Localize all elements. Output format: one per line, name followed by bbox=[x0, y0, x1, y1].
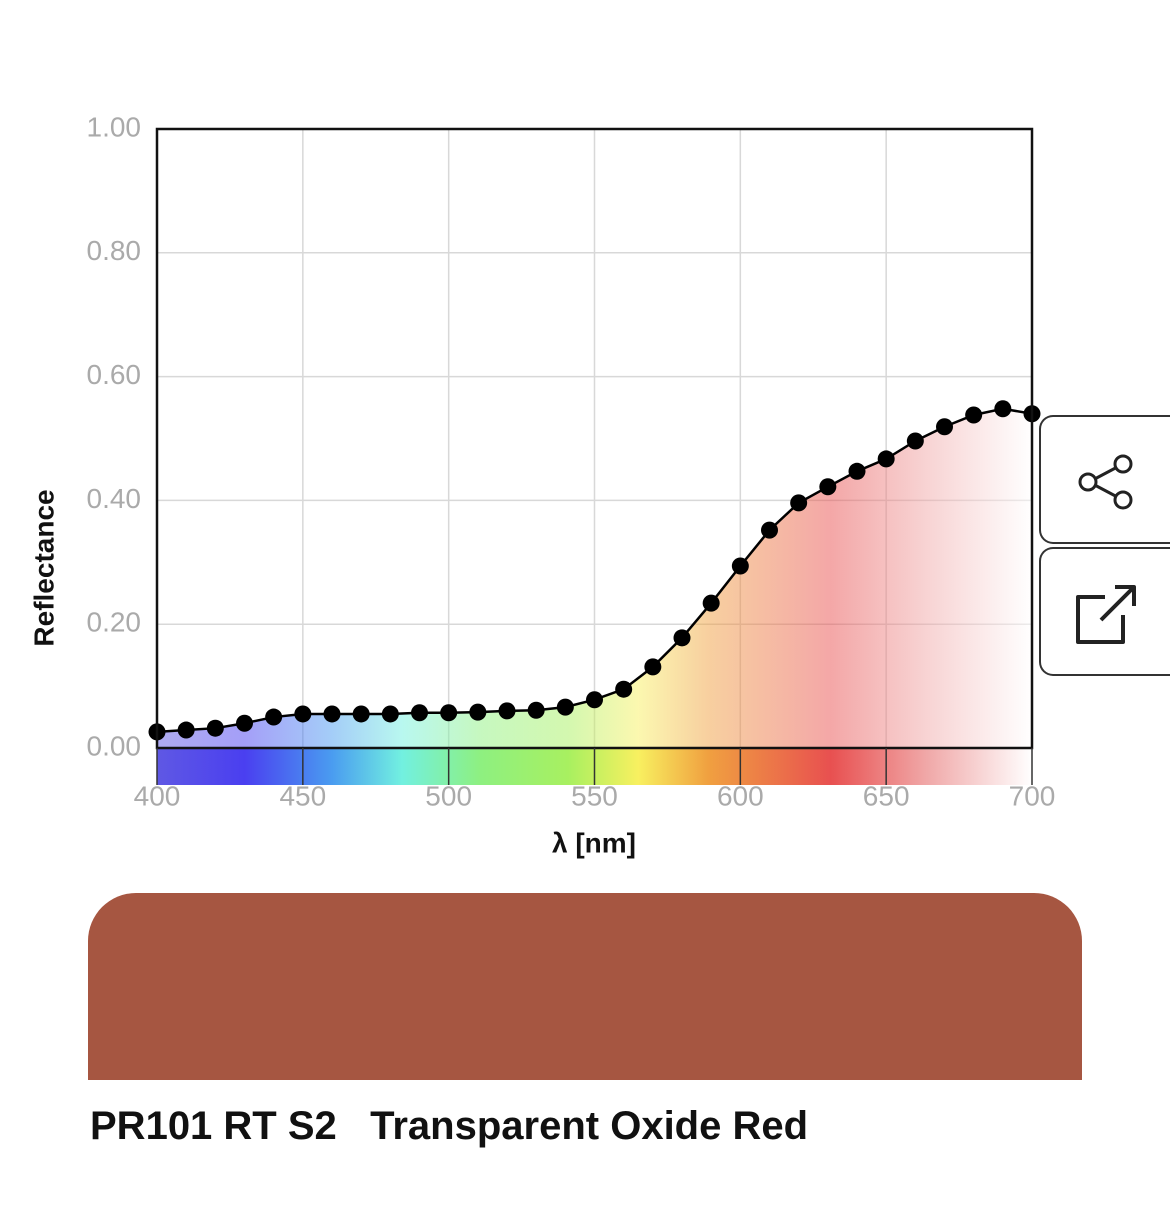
y-axis-label: Reflectance bbox=[28, 489, 59, 646]
data-point bbox=[906, 432, 924, 450]
data-point bbox=[206, 719, 224, 737]
data-point bbox=[440, 704, 458, 722]
data-point bbox=[994, 400, 1012, 418]
data-point bbox=[936, 418, 953, 436]
data-point bbox=[790, 494, 808, 512]
data-point bbox=[848, 462, 866, 480]
color-swatch bbox=[88, 893, 1082, 1080]
x-tick-label: 450 bbox=[279, 780, 326, 811]
data-point bbox=[294, 705, 312, 723]
x-tick-label: 700 bbox=[1009, 780, 1056, 811]
data-point bbox=[177, 721, 195, 739]
data-point bbox=[731, 557, 749, 575]
data-point bbox=[673, 629, 691, 647]
y-tick-label: 0.60 bbox=[87, 359, 142, 390]
x-tick-label: 500 bbox=[425, 780, 472, 811]
data-point bbox=[702, 594, 720, 612]
share-icon bbox=[1078, 454, 1133, 510]
pigment-name: Transparent Oxide Red bbox=[370, 1104, 809, 1148]
open-external-button[interactable] bbox=[1039, 547, 1170, 676]
data-point bbox=[877, 450, 895, 468]
x-tick-label: 600 bbox=[717, 780, 764, 811]
data-point bbox=[965, 406, 983, 424]
y-tick-label: 0.80 bbox=[87, 235, 142, 266]
pigment-code: PR101 RT S2 bbox=[90, 1104, 337, 1148]
data-point bbox=[644, 658, 662, 676]
x-tick-label: 550 bbox=[571, 780, 618, 811]
x-axis-label: λ [nm] bbox=[552, 827, 636, 858]
data-point bbox=[352, 705, 370, 723]
data-point bbox=[556, 698, 574, 716]
data-point bbox=[265, 708, 283, 726]
data-point bbox=[236, 714, 253, 732]
area-fill bbox=[157, 408, 1032, 748]
y-tick-label: 0.40 bbox=[87, 483, 142, 514]
chart: λ [nm] Reflectance 0.00 0.20 0.40 0.60 0.80 1… bbox=[28, 111, 1056, 858]
y-tick-label: 0.20 bbox=[87, 607, 142, 638]
data-point bbox=[469, 703, 487, 721]
share-button[interactable] bbox=[1039, 415, 1170, 544]
data-point bbox=[527, 701, 545, 719]
data-point bbox=[498, 702, 516, 720]
data-point bbox=[819, 478, 837, 496]
pigment-title: PR101 RT S2 Transparent Oxide Red bbox=[90, 1104, 808, 1149]
data-point bbox=[615, 680, 633, 698]
y-tick-label: 1.00 bbox=[87, 111, 142, 142]
y-tick-label: 0.00 bbox=[87, 730, 142, 761]
x-tick-label: 400 bbox=[134, 780, 181, 811]
open-external-icon bbox=[1076, 585, 1136, 644]
data-point bbox=[323, 705, 341, 723]
data-point bbox=[586, 691, 603, 709]
data-point bbox=[761, 521, 778, 539]
data-point bbox=[411, 704, 428, 722]
data-point bbox=[381, 705, 399, 723]
x-tick-label: 650 bbox=[863, 780, 910, 811]
